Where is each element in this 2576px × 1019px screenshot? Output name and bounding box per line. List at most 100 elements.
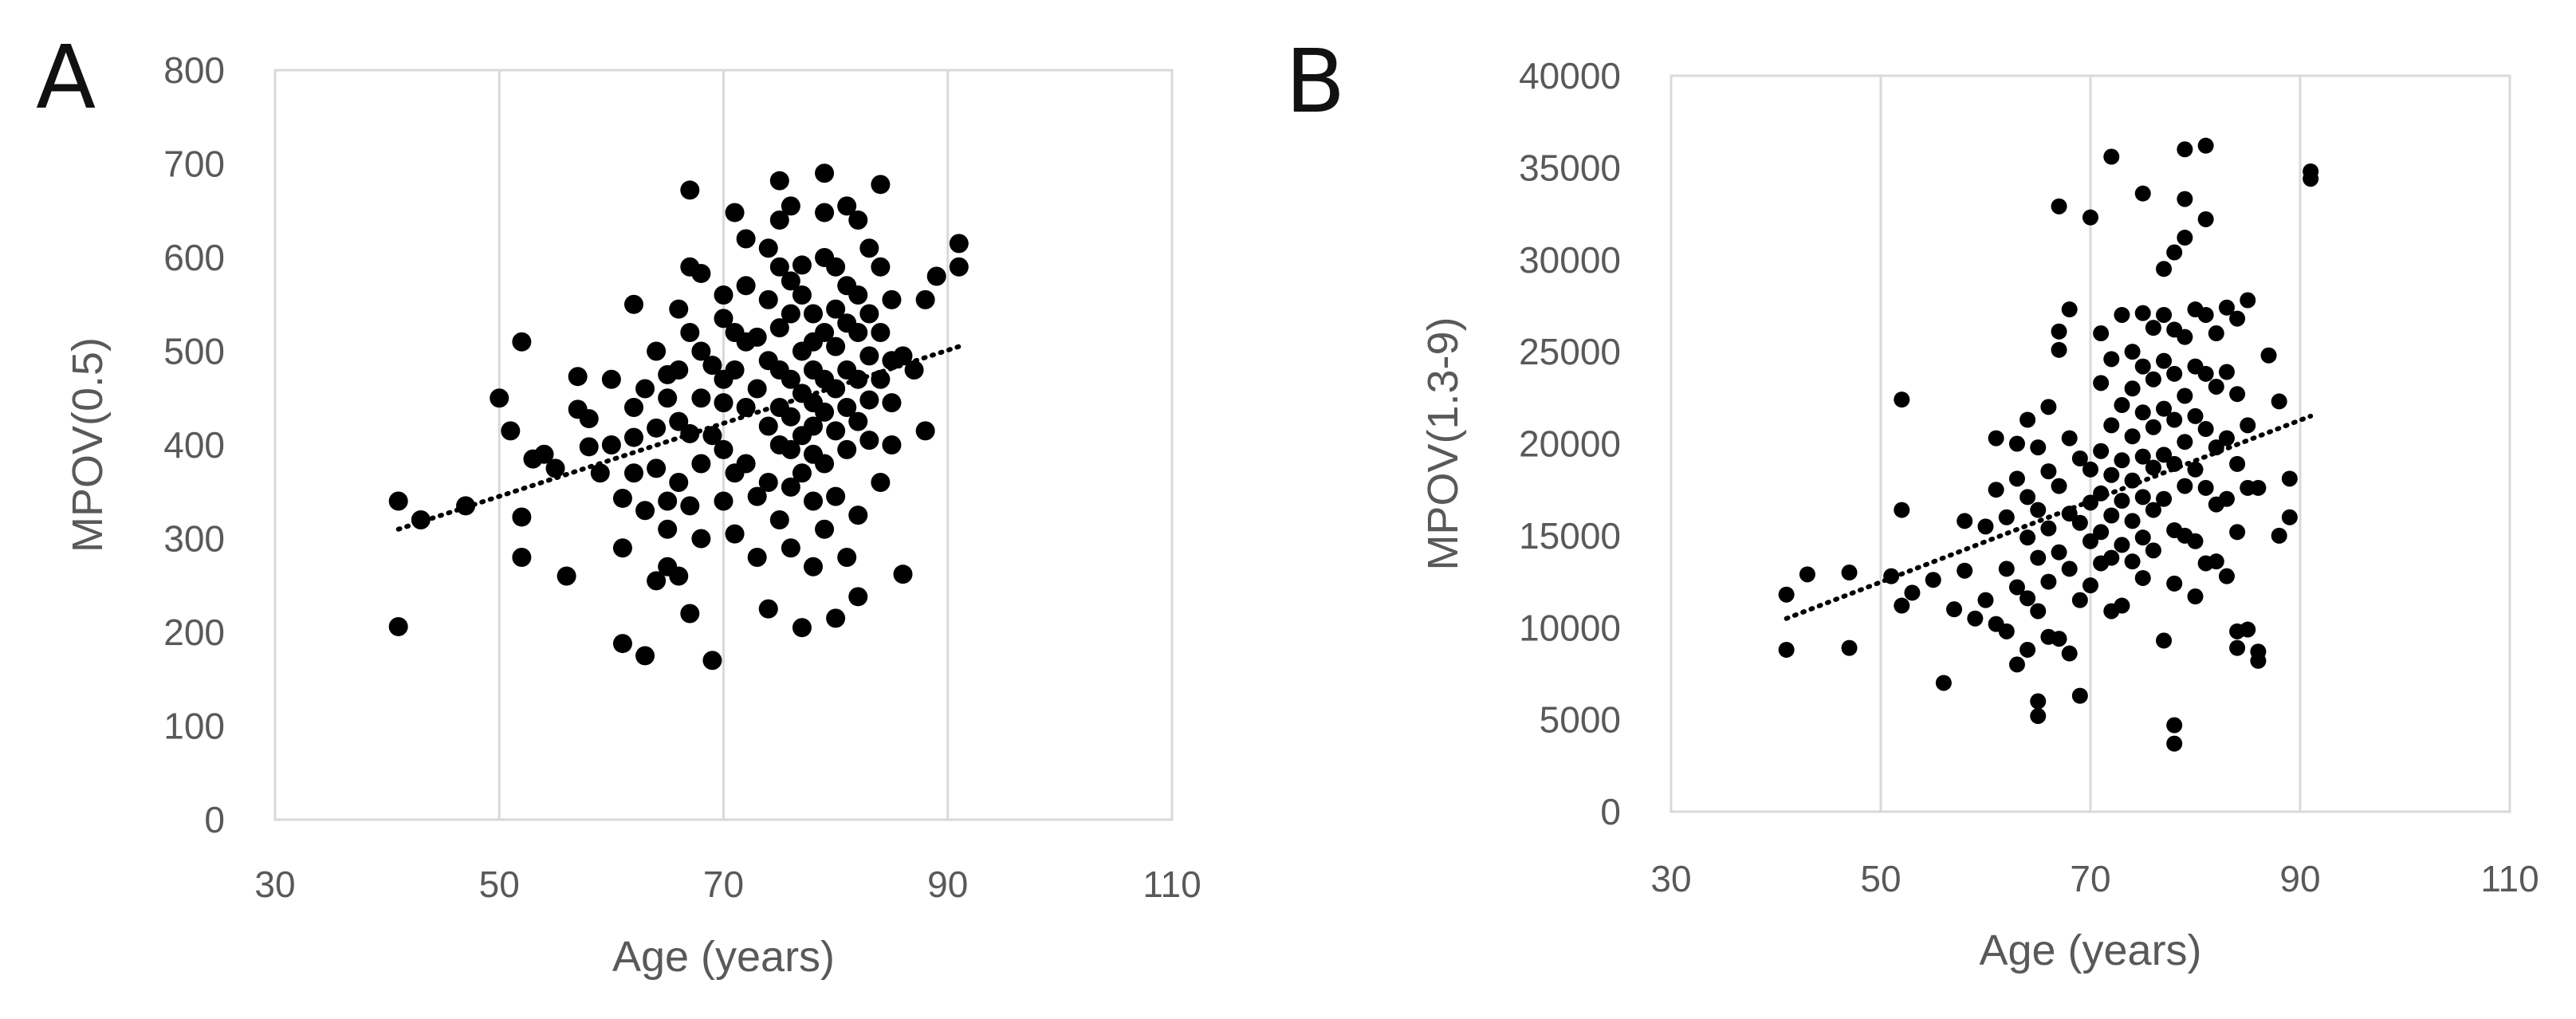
data-point — [2177, 191, 2193, 207]
x-tick-label: 70 — [2070, 858, 2110, 899]
data-point — [647, 341, 667, 361]
data-point — [2030, 693, 2047, 710]
data-point — [882, 435, 902, 454]
data-point — [781, 271, 800, 291]
data-point — [669, 566, 689, 586]
data-point — [2124, 513, 2141, 529]
data-point — [635, 501, 655, 521]
data-point — [612, 634, 632, 654]
data-point — [926, 266, 946, 286]
data-point — [2229, 524, 2246, 541]
data-point — [2156, 490, 2173, 507]
data-point — [2114, 493, 2130, 510]
data-point — [736, 276, 756, 296]
y-tick-label: 10000 — [1519, 607, 1621, 648]
data-point — [2051, 478, 2067, 494]
data-point — [2030, 603, 2047, 620]
data-point — [2114, 397, 2130, 414]
data-point — [714, 309, 733, 329]
data-point — [2114, 597, 2130, 614]
data-point — [725, 203, 745, 222]
data-point — [2145, 502, 2161, 518]
data-point — [837, 398, 857, 417]
data-point — [2145, 320, 2161, 336]
data-point — [781, 369, 800, 389]
data-point — [691, 388, 711, 408]
data-point — [747, 327, 767, 347]
data-point — [1904, 584, 1921, 601]
data-point — [512, 507, 532, 527]
data-point — [601, 435, 621, 454]
trendline — [395, 344, 962, 532]
y-tick-label: 300 — [163, 518, 225, 560]
data-point — [826, 299, 846, 319]
y-tick-label: 25000 — [1519, 331, 1621, 372]
data-point — [568, 367, 588, 387]
data-point — [388, 491, 408, 511]
data-point — [1988, 482, 2004, 498]
data-point — [1894, 391, 1910, 408]
x-tick-label: 110 — [1142, 864, 1201, 905]
data-point — [804, 304, 823, 324]
data-point — [556, 566, 576, 586]
data-point — [702, 651, 722, 671]
data-point — [915, 289, 935, 309]
data-point — [2040, 399, 2057, 415]
data-point — [624, 427, 643, 447]
data-point — [871, 257, 891, 277]
data-point — [1799, 566, 1815, 583]
data-point — [2114, 452, 2130, 469]
data-point — [871, 473, 891, 492]
data-point — [2030, 708, 2047, 725]
data-point — [837, 196, 857, 216]
data-point — [792, 463, 812, 483]
data-point — [781, 407, 800, 427]
data-point — [2156, 352, 2173, 369]
data-point — [758, 473, 778, 492]
data-point — [1988, 430, 2004, 447]
data-point — [2020, 529, 2036, 546]
data-point — [2177, 141, 2193, 158]
data-point — [2114, 537, 2130, 553]
data-point — [2040, 463, 2057, 480]
data-point — [2166, 717, 2183, 734]
y-tick-label: 200 — [163, 612, 225, 653]
data-point — [2187, 588, 2204, 605]
data-point — [512, 332, 532, 352]
y-tick-label: 800 — [163, 49, 225, 91]
data-point — [2134, 489, 2151, 506]
data-point — [1894, 502, 1910, 518]
data-point — [2240, 292, 2256, 309]
data-point — [388, 616, 408, 636]
data-point — [792, 255, 812, 275]
panel-a: A 30 50 70 90 110 0 100 200 300 400 500 600 700 800 Age… — [36, 26, 1201, 981]
data-point — [2134, 448, 2151, 465]
data-point — [769, 171, 789, 191]
data-point — [2134, 185, 2151, 202]
y-tick-label: 35000 — [1519, 147, 1621, 188]
data-point — [601, 369, 621, 389]
data-point — [758, 289, 778, 309]
data-point — [725, 524, 745, 544]
data-point — [2103, 466, 2120, 483]
data-point — [848, 587, 868, 607]
data-point — [2020, 641, 2036, 658]
data-point — [826, 421, 846, 441]
data-point — [658, 519, 678, 539]
data-point — [2218, 568, 2235, 584]
data-point — [915, 421, 935, 441]
data-point — [2061, 645, 2078, 662]
data-point — [769, 318, 789, 338]
data-point — [680, 496, 700, 516]
data-point — [2281, 470, 2298, 487]
data-point — [949, 257, 969, 277]
data-point — [2271, 527, 2287, 544]
data-point — [758, 416, 778, 436]
panel-b: B 30 50 70 90 110 0 5000 10000 15000 20000 25000 300… — [1285, 30, 2539, 974]
data-point — [635, 379, 655, 399]
data-point — [658, 491, 678, 511]
data-point — [2020, 489, 2036, 506]
data-point — [624, 294, 643, 314]
data-point — [2030, 549, 2047, 566]
x-tick-label: 30 — [1650, 858, 1691, 899]
